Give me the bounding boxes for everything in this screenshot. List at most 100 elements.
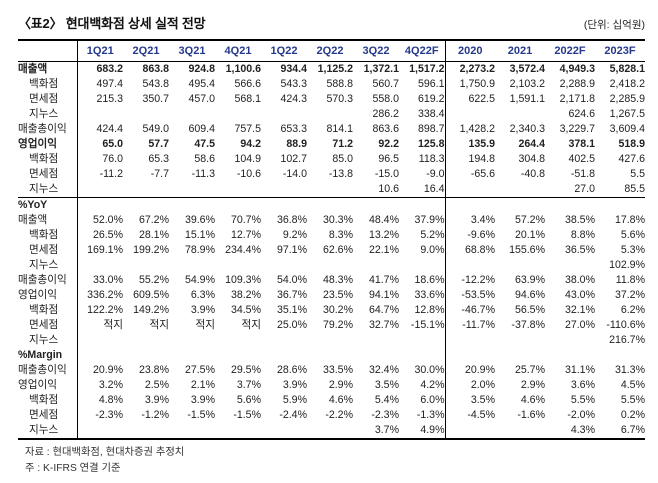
table-cell: 58.6: [194, 153, 215, 165]
table-cell: [307, 198, 353, 214]
table-cell: -14.0: [282, 168, 307, 180]
table-cell: 109.3%: [225, 274, 261, 286]
table-cell: [123, 258, 169, 273]
table-cell: 624.6: [568, 108, 595, 120]
column-header-3Q21: 3Q21: [169, 40, 215, 62]
table-cell: [77, 182, 123, 198]
table-cell: [495, 423, 545, 439]
table-cell: 3.5%: [374, 379, 399, 391]
table-cell: 0.2%: [620, 409, 645, 421]
table-cell: 88.9: [286, 138, 307, 150]
table-cell: -1.3%: [399, 408, 446, 423]
table-cell: 1,517.2: [399, 61, 446, 77]
table-cell: [261, 348, 307, 363]
table-cell: 20.1%: [514, 229, 545, 241]
table-cell: 5,828.1: [609, 63, 645, 75]
table-cell: 12.8%: [399, 303, 446, 318]
table-cell: 5.3%: [620, 244, 645, 256]
table-cell: 27.0%: [564, 319, 595, 331]
table-cell: 558.0: [372, 93, 399, 105]
column-header-2Q22: 2Q22: [307, 40, 353, 62]
table-cell: 863.8: [142, 63, 169, 75]
table-cell: 2,273.2: [459, 63, 495, 75]
row-label: 지누스: [18, 258, 78, 273]
table-cell: [123, 348, 169, 363]
table-cell: [77, 258, 123, 273]
table-cell: [545, 333, 595, 348]
table-cell: [77, 107, 123, 122]
table-cell: 55.2%: [138, 274, 169, 286]
table-row: 백화점 122.2% 149.2% 3.9% 34.5% 35.1% 30.2% 64.7% 1…: [18, 303, 645, 318]
table-cell: [445, 182, 495, 198]
table-cell: [307, 348, 353, 363]
table-cell: 30.2%: [322, 304, 353, 316]
table-cell: [399, 333, 446, 348]
table-cell: 30.0%: [399, 363, 446, 378]
table-row: %Margin: [18, 348, 645, 363]
row-label: 면세점: [18, 92, 78, 107]
table-cell: 33.0%: [92, 274, 123, 286]
row-label: 면세점: [18, 318, 78, 333]
table-cell: [261, 258, 307, 273]
table-cell: 336.2%: [87, 289, 123, 301]
table-cell: 596.1: [399, 77, 446, 92]
table-cell: 215.3: [96, 93, 123, 105]
table-cell: -40.8: [520, 168, 545, 180]
table-cell: 9.2%: [282, 229, 307, 241]
table-cell: 8.8%: [570, 229, 595, 241]
table-cell: 적지: [103, 319, 124, 331]
column-header-4Q22F: 4Q22F: [399, 40, 446, 62]
table-row: 백화점 4.8% 3.9% 3.9% 5.6% 5.9% 4.6% 5.4% 6.0% 3.5% 4…: [18, 393, 645, 408]
table-cell: [353, 258, 399, 273]
table-cell: 34.5%: [230, 304, 261, 316]
table-row: 지누스 102.9%: [18, 258, 645, 273]
table-row: %YoY: [18, 197, 645, 214]
table-cell: 37.9%: [399, 213, 446, 228]
table-cell: 57.7: [148, 138, 169, 150]
table-cell: 28.6%: [276, 364, 307, 376]
table-cell: 683.2: [96, 63, 123, 75]
table-cell: [399, 258, 446, 273]
table-cell: -53.5%: [461, 289, 495, 301]
table-row: 백화점 26.5% 28.1% 15.1% 12.7% 9.2% 8.3% 13.2% 5.2%…: [18, 228, 645, 243]
table-cell: [123, 198, 169, 214]
table-cell: [445, 258, 495, 273]
table-cell: 5.5: [630, 168, 645, 180]
table-cell: -1.5%: [187, 409, 215, 421]
row-label-column-header: [18, 40, 78, 62]
table-cell: [307, 423, 353, 439]
table-cell: [495, 348, 545, 363]
table-cell: 23.5%: [322, 289, 353, 301]
table-row: 지누스 3.7% 4.9% 4.3% 6.7%: [18, 423, 645, 439]
table-row: 지누스 10.6 16.4 27.0 85.5: [18, 182, 645, 198]
table-row: 영업이익 336.2% 609.5% 6.3% 38.2% 36.7% 23.5% 94.1%…: [18, 288, 645, 303]
table-cell: [445, 333, 495, 348]
table-cell: 29.5%: [230, 364, 261, 376]
table-cell: -46.7%: [461, 304, 495, 316]
table-cell: 33.5%: [322, 364, 353, 376]
table-cell: 20.9%: [92, 364, 123, 376]
table-cell: 적지: [195, 319, 216, 331]
table-cell: 169.1%: [87, 244, 123, 256]
table-cell: [495, 182, 545, 198]
table-cell: 234.4%: [225, 244, 261, 256]
table-cell: 17.8%: [614, 214, 645, 226]
table-cell: 149.2%: [133, 304, 169, 316]
table-cell: 125.8: [399, 137, 446, 152]
table-cell: 32.7%: [368, 319, 399, 331]
table-cell: 102.7: [280, 153, 307, 165]
table-cell: 3.4%: [470, 214, 495, 226]
table-cell: 863.6: [372, 123, 399, 135]
row-label: 지누스: [18, 107, 78, 122]
table-cell: 9.0%: [399, 243, 446, 258]
table-cell: -51.8: [570, 168, 595, 180]
table-cell: 4,949.3: [559, 63, 595, 75]
table-cell: -9.0: [399, 167, 446, 182]
table-cell: [307, 107, 353, 122]
table-cell: [307, 258, 353, 273]
row-label: 매출총이익: [18, 273, 78, 288]
table-cell: 543.8: [142, 78, 169, 90]
table-cell: 4.6%: [328, 394, 353, 406]
table-cell: 924.8: [188, 63, 215, 75]
